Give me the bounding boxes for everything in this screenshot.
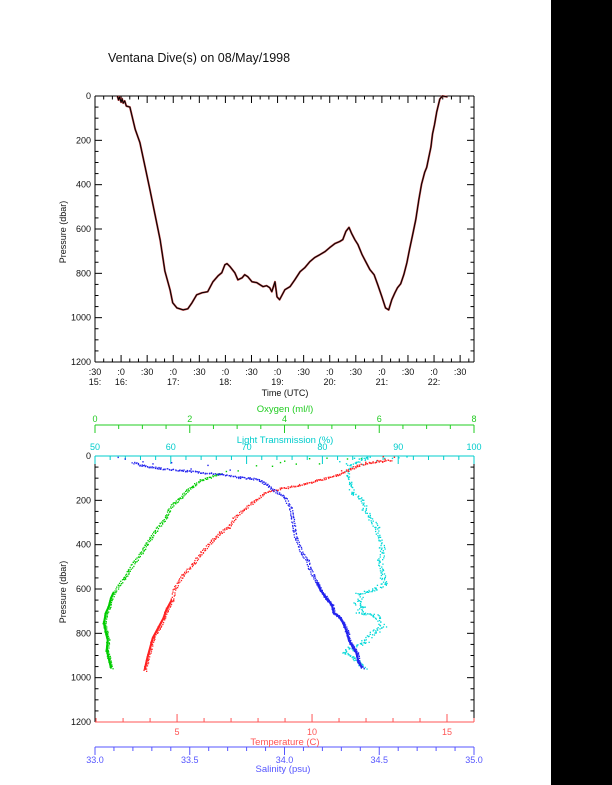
oxygen-profile: [102, 457, 363, 670]
time-axis: :30:0:30:0:30:0:30:0:30:0:30:0:30:0:3015…: [89, 95, 474, 387]
tick-label: 34.0: [276, 755, 294, 765]
tick-label: 34.5: [370, 755, 388, 765]
bottom-chart-frame: 0 200 400 600 800 1000 1200: [71, 451, 475, 727]
tick-label: :30: [193, 367, 206, 377]
tick-label: 2: [187, 414, 192, 424]
tick-label: 4: [282, 414, 287, 424]
temperature-axis: 5 10 15: [95, 714, 475, 737]
tick-label: :30: [245, 367, 258, 377]
tick-label: 21:: [376, 377, 389, 387]
tick-label: 19:: [271, 377, 284, 387]
top-chart-frame: 0 200 400 600 800 1000 1200: [71, 91, 475, 367]
tick-label: 0: [86, 91, 91, 101]
tick-label: 15: [442, 727, 452, 737]
pressure-axis-label-bottom: Pressure (dbar): [58, 561, 68, 624]
tick-label: 100: [466, 442, 481, 452]
tick-label: :30: [141, 367, 154, 377]
tick-label: 90: [393, 442, 403, 452]
temperature-axis-label: Temperature (C): [250, 737, 319, 748]
tick-label: 10: [307, 727, 317, 737]
tick-label: 70: [242, 442, 252, 452]
tick-label: :30: [89, 367, 102, 377]
tick-label: 400: [76, 540, 91, 550]
tick-label: :0: [378, 367, 386, 377]
tick-label: :0: [274, 367, 282, 377]
tick-label: 50: [90, 442, 100, 452]
oxygen-axis-label: Oxygen (ml/l): [257, 404, 313, 415]
tick-label: :30: [454, 367, 467, 377]
tick-label: 400: [76, 180, 91, 190]
tick-label: 1000: [71, 673, 91, 683]
salinity-axis-label: Salinity (psu): [256, 764, 311, 775]
salinity-profile: [117, 456, 365, 670]
tick-label: :0: [326, 367, 334, 377]
tick-label: 20:: [323, 377, 336, 387]
tick-label: 60: [166, 442, 176, 452]
tick-label: 18:: [219, 377, 232, 387]
tick-label: 15:: [89, 377, 102, 387]
right-black-bar: [551, 0, 612, 785]
tick-label: 80: [317, 442, 327, 452]
tick-label: 16:: [115, 377, 128, 387]
tick-label: 35.0: [465, 755, 483, 765]
tick-label: 33.0: [86, 755, 104, 765]
tick-label: :30: [350, 367, 363, 377]
tick-label: 1200: [71, 717, 91, 727]
dive-profile-series: [116, 95, 448, 311]
time-axis-label: Time (UTC): [262, 388, 309, 398]
oxygen-axis: 0 2 4 6 8: [92, 414, 477, 433]
light-transmission-axis: 50 60 70 80 90 100: [90, 442, 482, 464]
tick-label: 33.5: [181, 755, 199, 765]
salinity-axis: 33.0 33.5 34.0 34.5 35.0: [86, 746, 483, 765]
light-transmission-axis-label: Light Transmission (%): [237, 435, 334, 446]
tick-label: 800: [76, 268, 91, 278]
tick-label: :30: [297, 367, 310, 377]
tick-label: :0: [117, 367, 125, 377]
tick-label: 200: [76, 495, 91, 505]
pressure-axis-label-top: Pressure (dbar): [58, 201, 68, 264]
tick-label: 200: [76, 135, 91, 145]
tick-label: :0: [430, 367, 438, 377]
tick-label: 22:: [428, 377, 441, 387]
tick-label: 600: [76, 584, 91, 594]
tick-label: 8: [471, 414, 476, 424]
tick-label: 1000: [71, 313, 91, 323]
tick-label: :0: [222, 367, 230, 377]
tick-label: :0: [169, 367, 177, 377]
chart-title: Ventana Dive(s) on 08/May/1998: [108, 51, 290, 65]
tick-label: 600: [76, 224, 91, 234]
tick-label: 17:: [167, 377, 180, 387]
tick-label: 0: [86, 451, 91, 461]
tick-label: 1200: [71, 357, 91, 367]
tick-label: 6: [377, 414, 382, 424]
tick-label: :30: [402, 367, 415, 377]
temperature-profile: [143, 455, 396, 672]
tick-label: 5: [175, 727, 180, 737]
tick-label: 0: [92, 414, 97, 424]
tick-label: 800: [76, 628, 91, 638]
